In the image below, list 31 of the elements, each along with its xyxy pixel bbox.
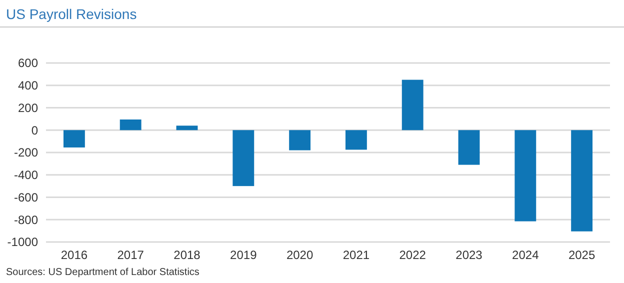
bar xyxy=(289,130,311,150)
x-tick-label: 2016 xyxy=(60,248,88,262)
x-tick-label: 2018 xyxy=(174,248,201,262)
x-tick-label: 2021 xyxy=(342,248,370,262)
source-note: Sources: US Department of Labor Statistics xyxy=(6,267,200,278)
x-tick-label: 2020 xyxy=(286,248,314,262)
y-tick-label: -600 xyxy=(14,190,38,204)
bar xyxy=(571,130,593,232)
bar xyxy=(232,130,254,186)
x-tick-label: 2023 xyxy=(456,248,483,262)
y-tick-label: -400 xyxy=(14,168,38,182)
chart-title: US Payroll Revisions xyxy=(6,6,137,22)
y-tick-label: 0 xyxy=(31,123,38,138)
y-tick-label: -200 xyxy=(14,146,38,160)
y-tick-label: -1000 xyxy=(7,235,38,250)
x-tick-label: 2025 xyxy=(568,248,596,262)
bar xyxy=(120,119,142,130)
bar xyxy=(458,130,480,165)
bar xyxy=(176,126,198,130)
bar xyxy=(63,130,85,148)
x-tick-label: 2024 xyxy=(512,248,540,262)
bar xyxy=(402,80,424,130)
y-tick-label: 200 xyxy=(18,100,38,115)
y-tick-label: 400 xyxy=(18,78,38,93)
x-tick-label: 2022 xyxy=(399,248,426,262)
bar xyxy=(345,130,367,150)
y-tick-label: -800 xyxy=(14,212,38,227)
bar xyxy=(514,130,536,222)
x-tick-label: 2017 xyxy=(117,248,144,262)
y-tick-label: 600 xyxy=(18,56,38,70)
x-tick-label: 2019 xyxy=(230,248,258,262)
